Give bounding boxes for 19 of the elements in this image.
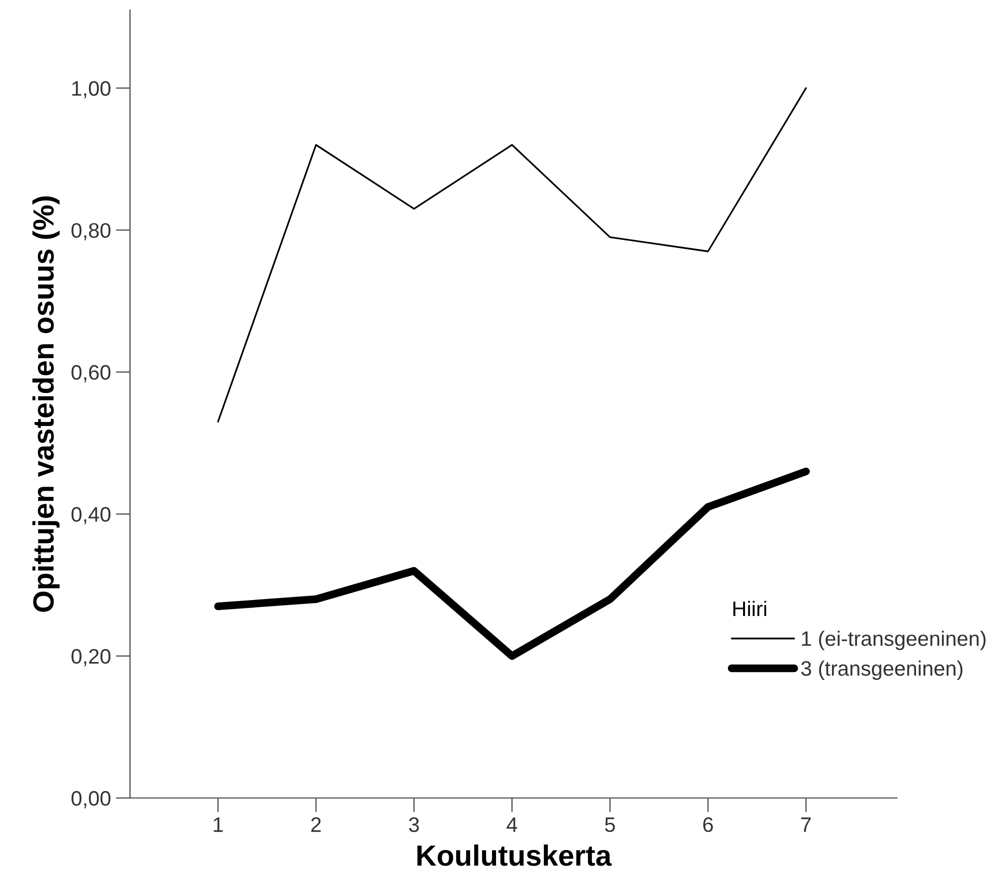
y-tick-label: 0,20: [72, 649, 110, 666]
x-tick-label: 1: [214, 818, 223, 832]
x-tick-label: 2: [311, 817, 321, 832]
y-tick-label: 0,80: [72, 223, 110, 240]
y-tick-label: 0,40: [72, 507, 110, 524]
legend-label: 1 (ei-transgeeninen): [802, 630, 986, 650]
legend-title: Hiiri: [733, 600, 766, 616]
x-tick-label: 7: [801, 818, 811, 832]
line-series: [217, 87, 807, 423]
x-tick-label: 3: [409, 817, 419, 832]
y-tick-label: 1,00: [72, 81, 110, 98]
x-tick-label: 6: [703, 817, 713, 832]
y-tick-label: 0,60: [72, 365, 110, 382]
y-tick-label: 0,00: [72, 791, 110, 808]
x-tick-label: 4: [506, 818, 518, 832]
y-axis-title: Opittujen vasteiden osuus (%): [32, 196, 60, 612]
x-tick-label: 5: [605, 818, 615, 832]
x-axis-title: Koulutuskerta: [417, 844, 612, 866]
legend-label: 3 (transgeeninen): [801, 660, 962, 680]
